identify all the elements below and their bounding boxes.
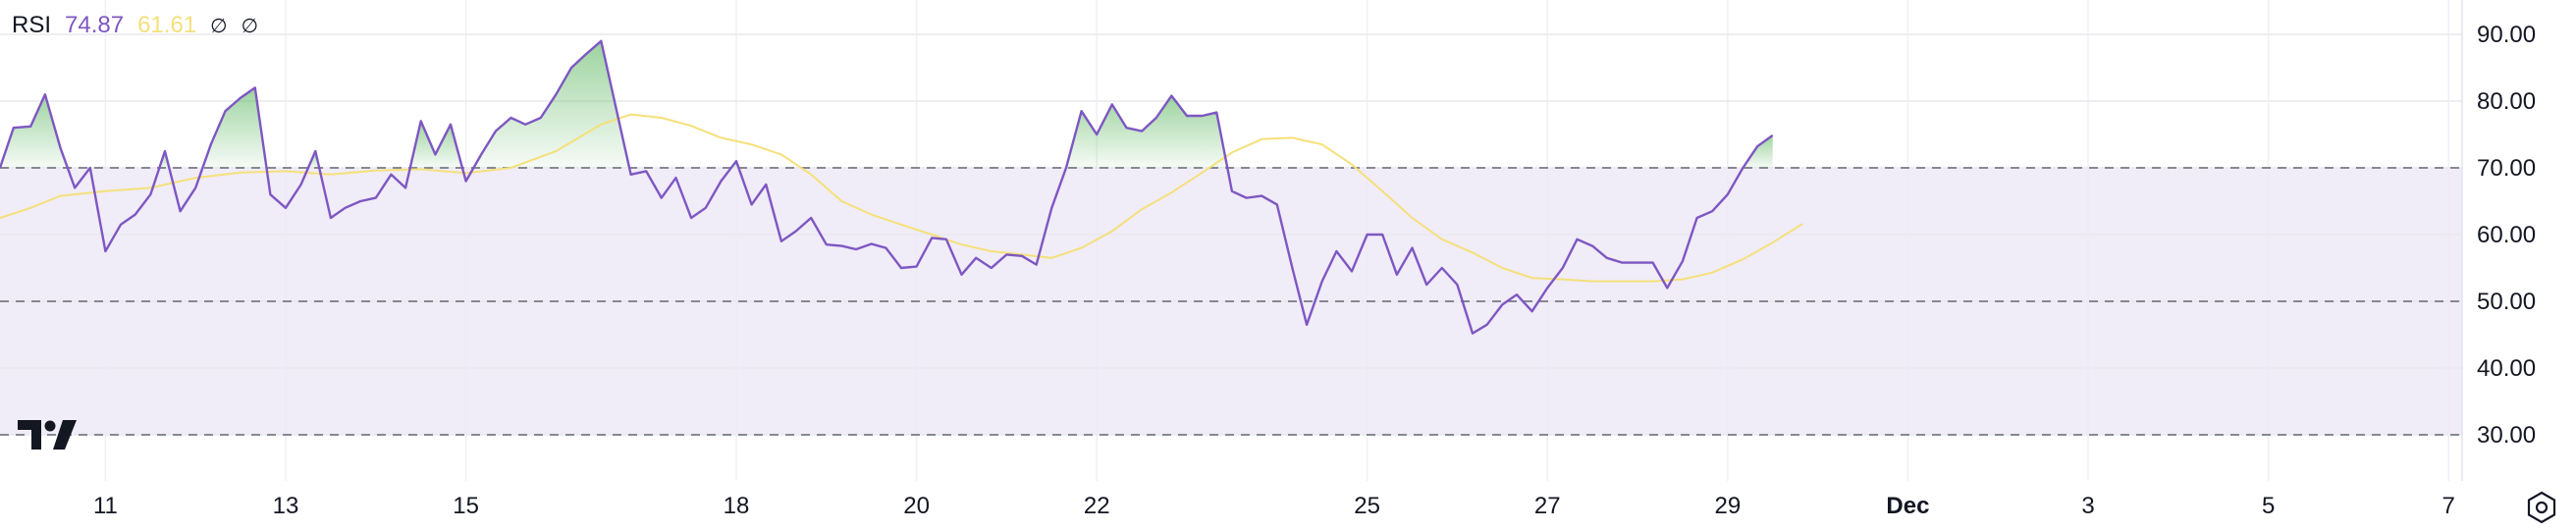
rsi-ma-series-line bbox=[0, 113, 1803, 283]
y-tick-label: 80.00 bbox=[2477, 88, 2536, 115]
input-toggle-1[interactable]: ∅ bbox=[210, 15, 228, 37]
indicator-name[interactable]: RSI bbox=[12, 12, 52, 38]
y-tick-label: 60.00 bbox=[2477, 222, 2536, 248]
x-tick-label: 11 bbox=[93, 493, 118, 519]
y-tick-label: 30.00 bbox=[2477, 422, 2536, 449]
rsi-ma-value: 61.61 bbox=[137, 12, 197, 38]
rsi-value: 74.87 bbox=[65, 12, 125, 38]
overbought-fill bbox=[89, 151, 170, 168]
x-tick-label: 3 bbox=[2081, 493, 2094, 519]
x-tick-label: 7 bbox=[2442, 493, 2455, 519]
overbought-fill bbox=[202, 87, 267, 168]
overbought-fill-areas bbox=[0, 40, 1773, 168]
overbought-fill bbox=[473, 40, 630, 168]
indicator-legend: RSI 74.87 61.61 ∅ ∅ bbox=[12, 12, 258, 39]
y-tick-label: 50.00 bbox=[2477, 289, 2536, 315]
x-axis-tick-labels: 11 13 15 18 20 22 25 27 29 Dec 3 5 7 bbox=[93, 493, 2455, 519]
x-tick-label: 29 bbox=[1714, 493, 1741, 519]
y-axis-tick-labels: 90.00 80.00 70.00 60.00 50.00 40.00 30.00 bbox=[2477, 22, 2536, 449]
rsi-series-line bbox=[0, 39, 1774, 335]
overbought-fill bbox=[1743, 134, 1773, 168]
x-tick-label: 5 bbox=[2262, 493, 2275, 519]
x-tick-label: 20 bbox=[903, 493, 930, 519]
tradingview-logo-icon[interactable] bbox=[18, 420, 79, 450]
settings-gear-icon[interactable] bbox=[2525, 491, 2558, 524]
x-tick-label: 15 bbox=[453, 493, 479, 519]
x-tick-label: 22 bbox=[1084, 493, 1110, 519]
x-tick-label: Dec bbox=[1886, 493, 1929, 519]
x-tick-label: 27 bbox=[1534, 493, 1561, 519]
x-tick-label: 13 bbox=[273, 493, 299, 519]
overbought-fill bbox=[409, 121, 462, 168]
x-tick-label: 25 bbox=[1354, 493, 1380, 519]
overbought-fill bbox=[0, 94, 68, 168]
y-tick-label: 70.00 bbox=[2477, 155, 2536, 182]
y-tick-label: 40.00 bbox=[2477, 355, 2536, 382]
x-tick-label: 18 bbox=[724, 493, 750, 519]
y-tick-label: 90.00 bbox=[2477, 22, 2536, 48]
input-toggle-2[interactable]: ∅ bbox=[241, 15, 258, 37]
overbought-fill bbox=[1066, 95, 1228, 168]
